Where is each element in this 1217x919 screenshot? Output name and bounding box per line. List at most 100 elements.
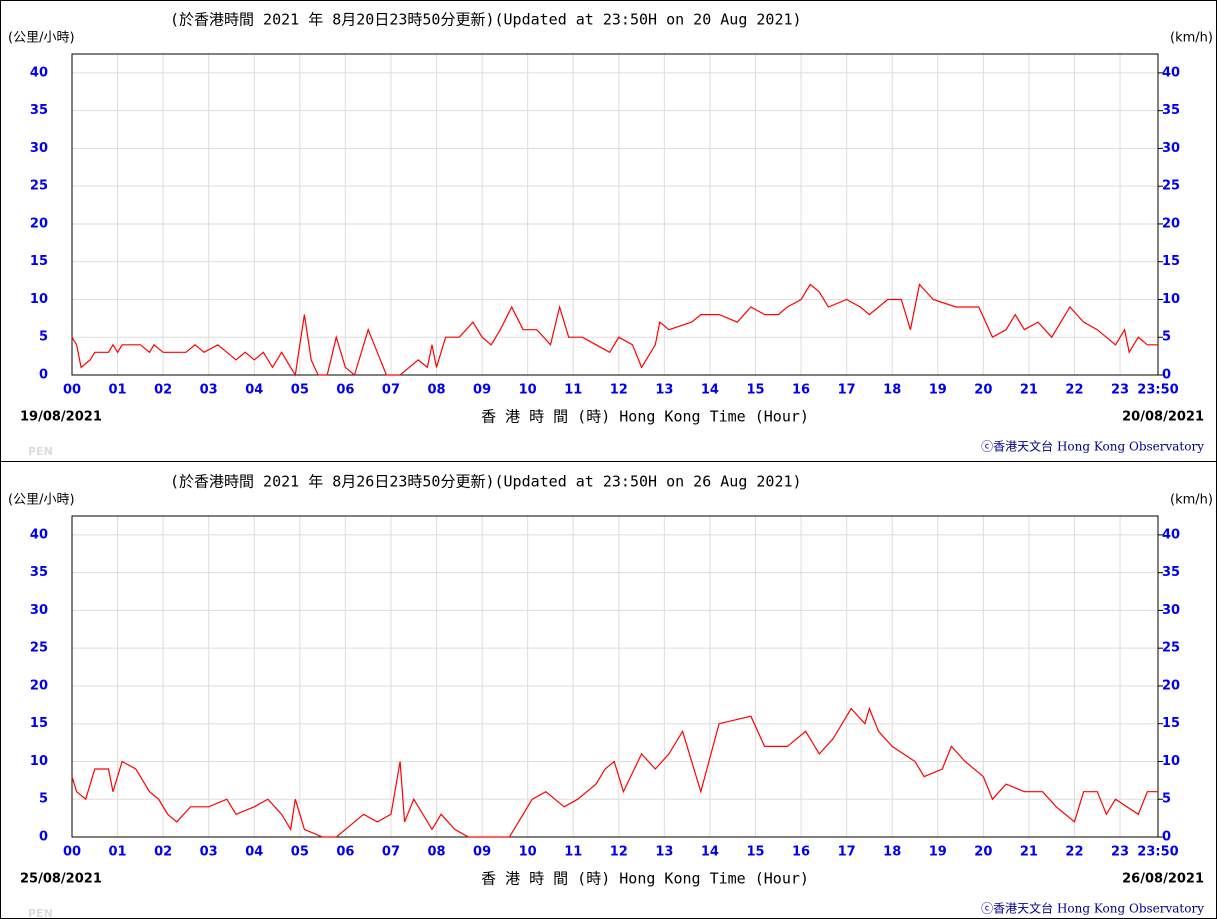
y-tick-label: 15 [30,716,48,731]
x-tick-label: 11 [564,383,582,398]
y-tick-label: 40 [1162,65,1180,80]
x-tick-label: 09 [473,383,491,398]
y-tick-label: 15 [1162,716,1180,731]
credit: ⓒ香港天文台 Hong Kong Observatory [981,439,1204,454]
x-tick-label: 07 [382,383,400,398]
y-tick-label: 40 [30,65,48,80]
x-tick-label: 21 [1020,845,1038,860]
y-tick-label: 35 [1162,565,1180,580]
y-tick-label: 0 [39,830,48,845]
series-line [71,706,1158,838]
x-tick-label: 23 [1111,383,1129,398]
x-tick-label: 23:50 [1137,845,1178,860]
x-tick-label: 05 [291,845,309,860]
y-tick-label: 5 [39,792,48,807]
x-tick-label: 14 [701,383,719,398]
y-axis-label: (km/h) [1170,493,1213,508]
y-axis-label: (公里/小時) [8,31,75,46]
x-tick-label: 08 [427,383,445,398]
watermark: PEN [28,907,53,919]
y-tick-label: 40 [30,527,48,542]
y-tick-label: 0 [39,368,48,383]
x-tick-label: 11 [564,845,582,860]
y-tick-label: 5 [39,330,48,345]
x-tick-label: 07 [382,845,400,860]
x-tick-label: 09 [473,845,491,860]
y-tick-label: 35 [30,103,48,118]
watermark: PEN [28,445,53,458]
y-tick-label: 10 [30,292,48,307]
x-tick-label: 19 [929,845,947,860]
x-tick-label: 06 [336,845,354,860]
x-tick-label: 22 [1065,845,1083,860]
y-tick-label: 25 [30,179,48,194]
chart-title: (於香港時間 2021 年 8月26日23時50分更新)(Updated at … [170,473,802,491]
x-tick-label: 17 [838,845,856,860]
x-tick-label: 12 [610,845,628,860]
y-tick-label: 25 [1162,641,1180,656]
y-tick-label: 20 [30,216,48,231]
x-tick-label: 16 [792,845,810,860]
y-tick-label: 0 [1162,830,1171,845]
x-tick-label: 08 [427,845,445,860]
x-tick-label: 18 [883,383,901,398]
y-axis-label: (公里/小時) [8,493,75,508]
y-tick-label: 5 [1162,330,1171,345]
y-tick-label: 20 [30,678,48,693]
x-tick-label: 06 [336,383,354,398]
y-tick-label: 20 [1162,216,1180,231]
end-date: 26/08/2021 [1122,872,1204,887]
x-tick-label: 18 [883,845,901,860]
x-tick-label: 10 [519,845,537,860]
x-tick-label: 10 [519,383,537,398]
x-tick-label: 15 [746,383,764,398]
x-tick-label: 13 [655,383,673,398]
plot-frame [71,53,1159,376]
x-tick-label: 23 [1111,845,1129,860]
y-tick-label: 30 [1162,141,1180,156]
y-tick-label: 5 [1162,792,1171,807]
y-tick-label: 40 [1162,527,1180,542]
y-tick-label: 30 [1162,603,1180,618]
x-tick-label: 16 [792,383,810,398]
x-tick-label: 00 [63,383,81,398]
x-axis-label: 香 港 時 間 (時) Hong Kong Time (Hour) [481,870,809,888]
y-tick-label: 25 [1162,179,1180,194]
y-tick-label: 10 [1162,292,1180,307]
chart-title: (於香港時間 2021 年 8月20日23時50分更新)(Updated at … [170,11,802,29]
y-axis-label: (km/h) [1170,31,1213,46]
x-tick-label: 17 [838,383,856,398]
credit: ⓒ香港天文台 Hong Kong Observatory [981,901,1204,916]
x-tick-label: 05 [291,383,309,398]
y-tick-label: 35 [1162,103,1180,118]
x-tick-label: 14 [701,845,719,860]
x-tick-label: 01 [109,383,127,398]
y-tick-label: 35 [30,565,48,580]
x-tick-label: 12 [610,383,628,398]
y-tick-label: 0 [1162,368,1171,383]
x-tick-label: 04 [245,383,263,398]
x-axis-label: 香 港 時 間 (時) Hong Kong Time (Hour) [481,408,809,426]
x-tick-label: 02 [154,845,172,860]
x-tick-label: 19 [929,383,947,398]
x-tick-label: 01 [109,845,127,860]
y-tick-label: 30 [30,603,48,618]
y-tick-label: 10 [1162,754,1180,769]
start-date: 19/08/2021 [20,410,102,425]
x-tick-label: 23:50 [1137,383,1178,398]
x-tick-label: 03 [200,845,218,860]
x-tick-label: 20 [974,383,992,398]
y-tick-label: 20 [1162,678,1180,693]
x-tick-label: 15 [746,845,764,860]
y-tick-label: 15 [30,254,48,269]
x-tick-label: 04 [245,845,263,860]
x-tick-label: 21 [1020,383,1038,398]
y-tick-label: 30 [30,141,48,156]
x-tick-label: 00 [63,845,81,860]
y-tick-label: 10 [30,754,48,769]
x-tick-label: 22 [1065,383,1083,398]
x-tick-label: 03 [200,383,218,398]
x-tick-label: 13 [655,845,673,860]
